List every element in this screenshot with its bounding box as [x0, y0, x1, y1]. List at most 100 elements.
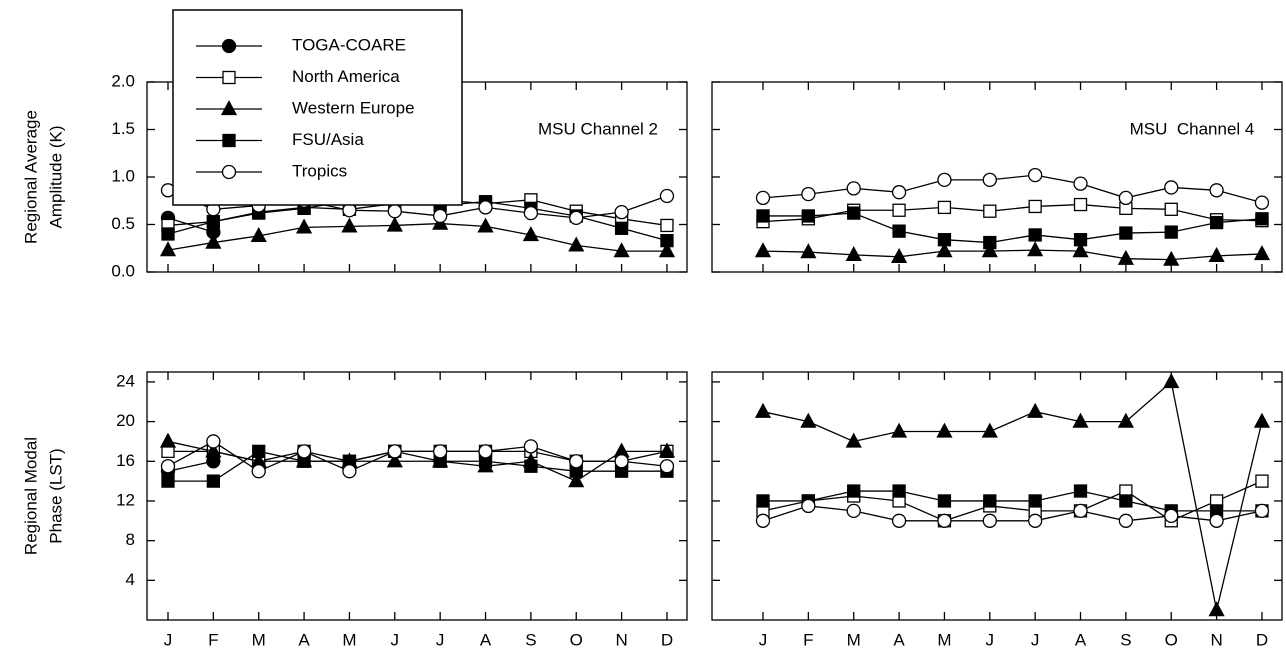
data-point	[755, 190, 771, 206]
x-tick-label: N	[615, 630, 627, 649]
data-point	[433, 208, 448, 224]
series-line	[763, 212, 1263, 244]
plot-frame	[146, 371, 688, 621]
x-tick-label: O	[1165, 630, 1178, 649]
data-point	[524, 459, 538, 473]
data-point	[387, 444, 402, 459]
x-tick-label: J	[391, 630, 400, 649]
data-point	[801, 209, 816, 223]
x-tick-label: D	[1256, 630, 1268, 649]
series-line	[762, 174, 1263, 204]
data-point	[981, 422, 998, 438]
x-tick-label: M	[342, 630, 356, 649]
data-point	[937, 172, 952, 188]
panel-title: MSU Channel 2	[538, 119, 658, 138]
data-point	[936, 422, 953, 438]
data-point	[800, 412, 817, 428]
x-tick-label: J	[436, 630, 445, 649]
y-axis-label: Amplitude (K)	[46, 126, 65, 229]
data-point	[569, 210, 584, 226]
legend-marker	[220, 100, 238, 116]
data-point	[614, 221, 629, 235]
plot-frame	[711, 81, 1283, 273]
data-point	[478, 444, 493, 459]
data-point	[386, 216, 403, 232]
panel-title: MSU Channel 4	[1130, 119, 1255, 138]
data-point	[433, 444, 448, 459]
legend-label: TOGA-COARE	[292, 35, 406, 54]
data-point	[1253, 412, 1271, 428]
data-point	[1118, 513, 1134, 528]
data-point	[892, 203, 906, 217]
series-line	[167, 440, 667, 482]
data-point	[206, 214, 221, 229]
data-point	[659, 188, 675, 204]
data-point	[1073, 197, 1088, 212]
data-point	[892, 224, 906, 238]
data-point	[846, 503, 861, 519]
data-point	[1028, 494, 1042, 508]
legend-label: FSU/Asia	[292, 130, 364, 149]
data-point	[1164, 180, 1179, 195]
y-axis-label: Regional Average	[21, 110, 40, 244]
y-tick-label: 2.0	[111, 71, 135, 90]
data-point	[161, 474, 175, 488]
x-tick-label: J	[759, 630, 768, 649]
data-point	[295, 218, 313, 234]
data-point	[341, 217, 358, 233]
y-tick-label: 24	[116, 371, 135, 390]
data-point	[983, 204, 997, 218]
data-point	[1208, 601, 1225, 617]
data-point	[845, 432, 862, 448]
y-tick-label: 12	[116, 490, 135, 509]
data-point	[890, 422, 908, 438]
series-line	[762, 203, 1262, 223]
y-tick-label: 20	[116, 411, 135, 430]
data-point	[1209, 183, 1224, 198]
data-point	[568, 236, 585, 252]
data-point	[1255, 212, 1269, 226]
data-point	[1254, 503, 1270, 519]
data-point	[252, 444, 266, 459]
data-point	[523, 439, 539, 454]
data-point	[613, 242, 630, 258]
data-point	[1117, 412, 1134, 428]
data-point	[1028, 228, 1042, 242]
data-point	[205, 442, 222, 458]
data-point	[659, 459, 675, 474]
data-point	[206, 474, 221, 488]
data-point	[890, 247, 908, 263]
data-point	[937, 494, 952, 508]
data-point	[568, 472, 585, 488]
data-point	[1164, 225, 1178, 239]
data-point	[1119, 226, 1133, 240]
data-point	[160, 459, 176, 474]
x-tick-label: J	[1031, 630, 1040, 649]
series-line	[167, 189, 668, 219]
data-point	[1118, 190, 1134, 206]
legend-marker	[221, 38, 237, 54]
data-point	[891, 513, 907, 528]
x-tick-label: N	[1210, 630, 1222, 649]
x-tick-label: A	[893, 630, 905, 649]
x-tick-label: J	[986, 630, 995, 649]
series-line	[762, 480, 1263, 522]
y-tick-label: 16	[116, 451, 135, 470]
y-tick-label: 1.5	[111, 119, 135, 138]
data-point	[1164, 508, 1179, 523]
data-point	[1208, 246, 1225, 263]
x-tick-label: O	[570, 630, 583, 649]
x-tick-label: A	[298, 630, 310, 649]
data-point	[1027, 241, 1044, 257]
data-point	[387, 204, 402, 219]
data-point	[1117, 249, 1134, 265]
data-point	[756, 494, 770, 508]
data-point	[937, 200, 952, 215]
data-point	[936, 242, 953, 258]
y-tick-label: 8	[126, 530, 135, 549]
legend-marker	[221, 164, 237, 180]
data-point	[1209, 513, 1224, 528]
data-point	[755, 513, 771, 528]
data-point	[250, 227, 267, 243]
data-point	[800, 243, 817, 259]
